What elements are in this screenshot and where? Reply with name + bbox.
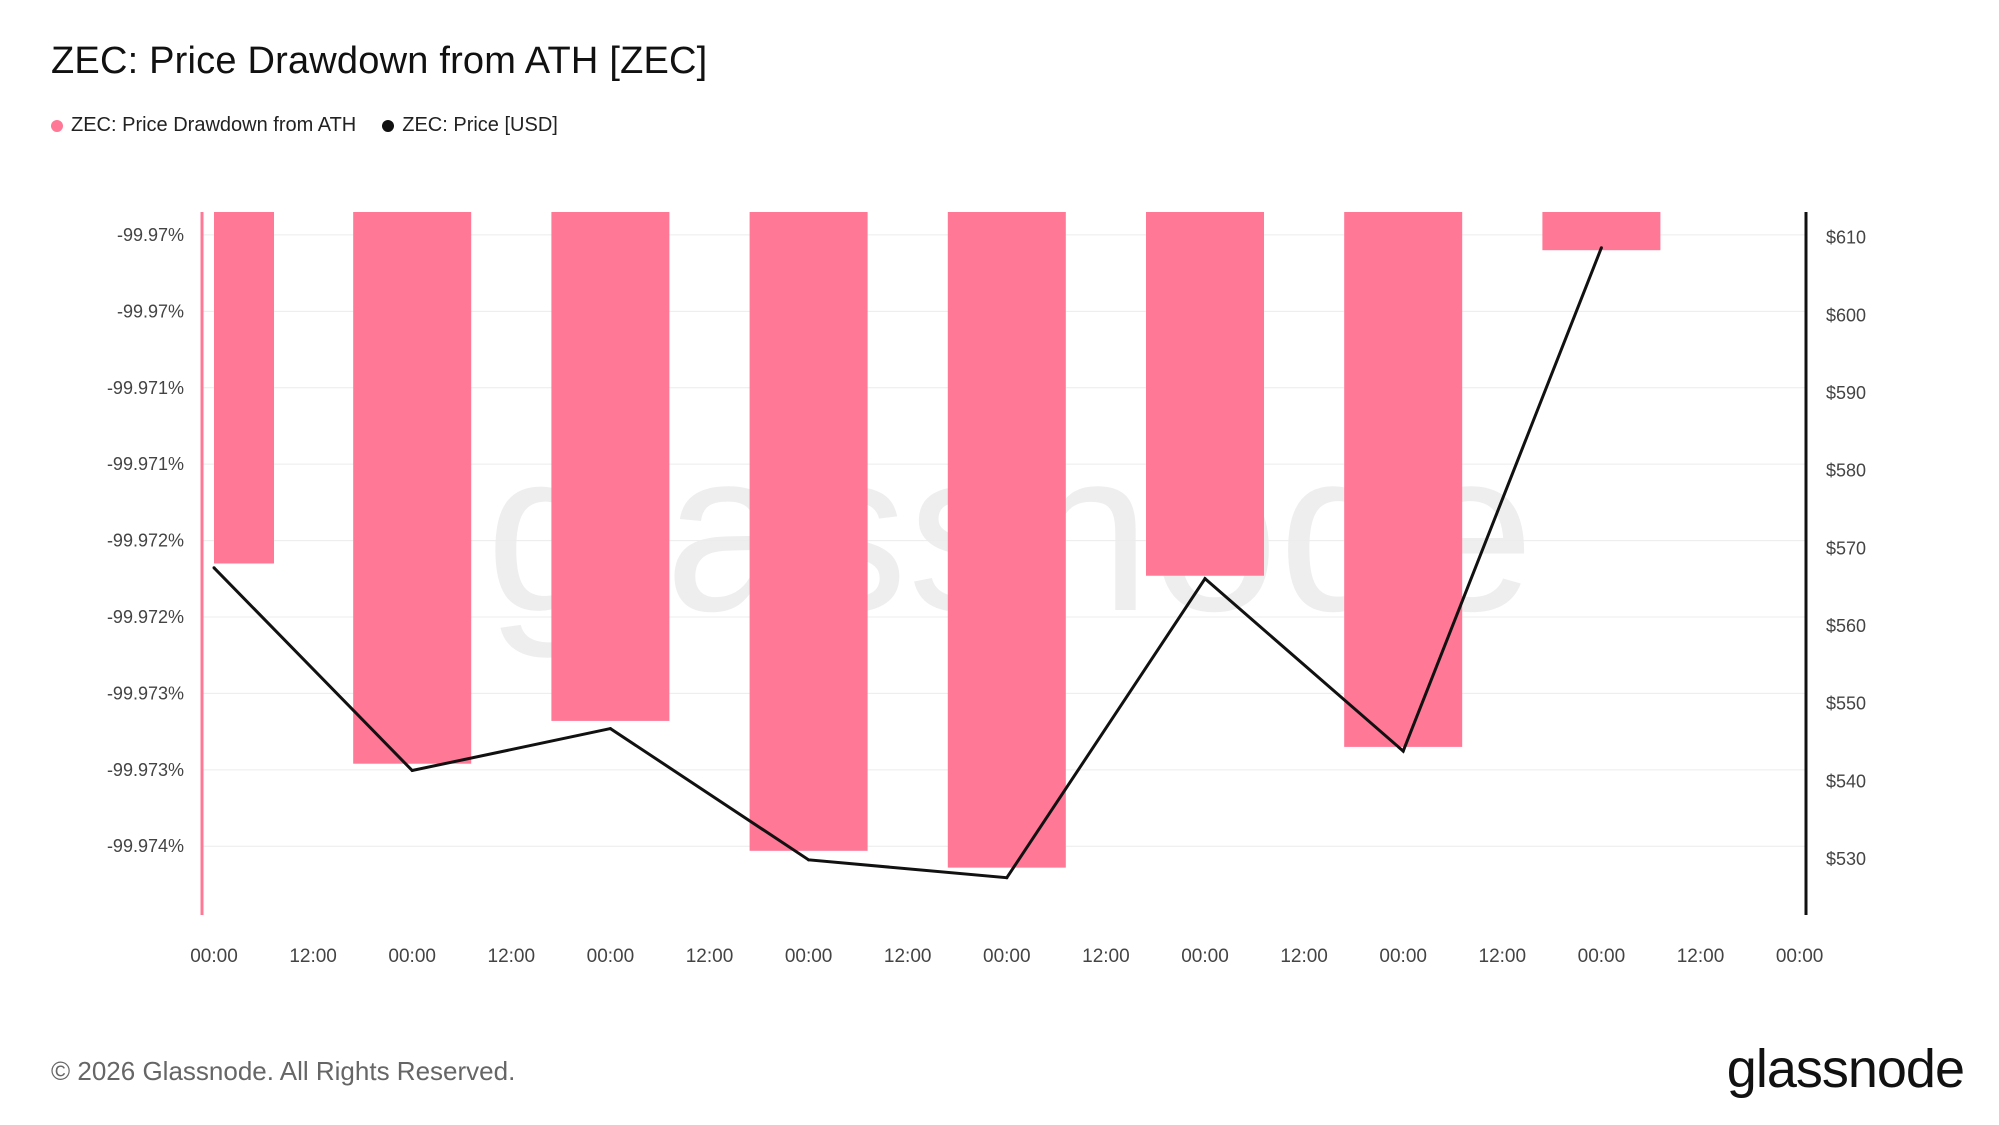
drawdown-bar — [749, 212, 868, 851]
price-point — [410, 769, 414, 773]
x-tick-label: 00:00 — [1181, 946, 1229, 967]
price-point — [807, 858, 811, 862]
drawdown-bar — [551, 212, 670, 721]
x-tick-label: 00:00 — [1578, 946, 1626, 967]
line-series — [212, 246, 1603, 880]
x-tick-label: 12:00 — [1280, 946, 1328, 967]
left-tick-label: -99.973% — [107, 683, 184, 703]
right-tick-label: $530 — [1826, 849, 1866, 869]
x-tick-label: 12:00 — [1082, 946, 1130, 967]
right-tick-label: $560 — [1826, 616, 1866, 636]
left-tick-label: -99.971% — [107, 378, 184, 398]
axes: -99.97% -99.97% -99.971% -99.971% -99.972% -9… — [107, 212, 1866, 967]
x-tick-label: 12:00 — [1479, 946, 1527, 967]
x-tick-label: 00:00 — [587, 946, 635, 967]
x-tick-label: 12:00 — [488, 946, 536, 967]
bar-series — [214, 212, 1661, 868]
price-point — [1005, 876, 1009, 880]
price-point — [1599, 246, 1603, 250]
left-tick-label: -99.972% — [107, 607, 184, 627]
right-tick-label: $600 — [1826, 305, 1866, 325]
left-tick-label: -99.972% — [107, 531, 184, 551]
price-point — [1203, 577, 1207, 581]
x-tick-label: 12:00 — [884, 946, 932, 967]
legend-label-price: ZEC: Price [USD] — [402, 114, 558, 136]
drawdown-bar — [353, 212, 472, 764]
left-tick-label: -99.973% — [107, 760, 184, 780]
legend-label-drawdown: ZEC: Price Drawdown from ATH — [71, 114, 357, 136]
legend-item-price[interactable]: ZEC: Price [USD] — [382, 114, 558, 137]
left-tick-label: -99.971% — [107, 454, 184, 474]
legend-item-drawdown[interactable]: ZEC: Price Drawdown from ATH — [51, 114, 356, 137]
copyright-footer: © 2026 Glassnode. All Rights Reserved. — [51, 1056, 516, 1086]
price-point — [1401, 749, 1405, 753]
price-point — [608, 727, 612, 731]
drawdown-bar — [1146, 212, 1264, 576]
chart-title: ZEC: Price Drawdown from ATH [ZEC] — [51, 40, 708, 82]
drawdown-bar — [1344, 212, 1463, 747]
left-tick-label: -99.97% — [117, 225, 184, 245]
price-point — [212, 566, 216, 570]
x-tick-label: 12:00 — [686, 946, 734, 967]
right-tick-label: $610 — [1826, 228, 1866, 248]
right-tick-label: $580 — [1826, 461, 1866, 481]
right-tick-label: $550 — [1826, 694, 1866, 714]
x-tick-label: 00:00 — [1379, 946, 1427, 967]
legend-dot-price — [382, 119, 395, 132]
x-tick-label: 00:00 — [388, 946, 436, 967]
x-tick-label: 00:00 — [1776, 946, 1824, 967]
x-tick-label: 12:00 — [289, 946, 337, 967]
x-tick-label: 00:00 — [785, 946, 833, 967]
legend: ZEC: Price Drawdown from ATH ZEC: Price … — [51, 114, 558, 137]
drawdown-bar — [214, 212, 274, 564]
drawdown-bar — [947, 212, 1066, 868]
right-tick-label: $540 — [1826, 771, 1866, 791]
glassnode-logo[interactable]: glassnode — [1726, 1039, 1965, 1099]
x-tick-label: 00:00 — [983, 946, 1031, 967]
x-tick-label: 12:00 — [1677, 946, 1725, 967]
price-line — [212, 247, 1603, 880]
right-tick-label: $590 — [1826, 383, 1866, 403]
left-tick-label: -99.97% — [117, 301, 184, 321]
left-tick-label: -99.974% — [107, 836, 184, 856]
legend-dot-drawdown — [51, 119, 63, 132]
right-tick-label: $570 — [1826, 538, 1866, 558]
x-tick-label: 00:00 — [190, 946, 238, 967]
drawdown-bar — [1542, 212, 1661, 251]
